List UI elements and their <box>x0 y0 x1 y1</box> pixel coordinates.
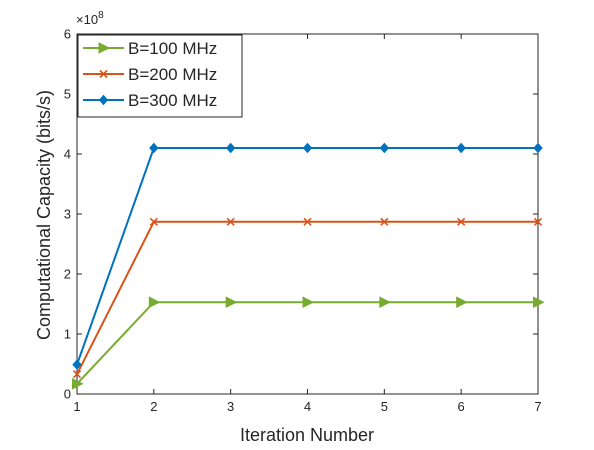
y-tick-label: 4 <box>64 147 71 162</box>
data-point <box>302 296 315 309</box>
data-point <box>303 217 312 226</box>
series-layer <box>72 142 545 390</box>
legend-marker <box>99 69 108 79</box>
data-point <box>379 296 391 309</box>
data-point-stroke <box>226 217 235 226</box>
data-point <box>72 359 82 370</box>
y-exponent-label: ×108 <box>76 10 104 27</box>
x-tick-label: 1 <box>73 399 80 414</box>
legend-label: B=100 MHz <box>128 39 217 58</box>
data-point <box>225 142 236 154</box>
data-point-stroke <box>72 370 82 379</box>
data-point <box>379 142 390 154</box>
y-tick-label: 0 <box>64 387 71 402</box>
x-axis-label: Iteration Number <box>240 425 374 445</box>
data-point <box>533 296 545 309</box>
y-axis-label: Computational Capacity (bits/s) <box>34 90 54 340</box>
series-2 <box>72 142 543 370</box>
data-point <box>380 217 389 226</box>
data-point-stroke <box>380 217 389 226</box>
y-tick-label: 3 <box>64 207 71 222</box>
data-point <box>533 217 543 226</box>
x-tick-label: 2 <box>150 399 157 414</box>
data-point <box>456 142 466 154</box>
legend: B=100 MHz B=200 MHz B=300 MHz <box>77 34 243 118</box>
data-point-stroke <box>533 217 543 226</box>
series-1 <box>72 217 543 379</box>
data-point <box>72 377 84 390</box>
y-tick-label: 1 <box>64 327 71 342</box>
legend-entry: B=300 MHz <box>83 91 217 110</box>
data-point-stroke <box>149 217 158 226</box>
data-point <box>148 296 161 309</box>
data-point <box>72 370 82 379</box>
legend-marker-stroke <box>99 69 108 79</box>
legend-entry: B=100 MHz <box>83 39 217 58</box>
data-point <box>149 217 158 226</box>
legend-marker <box>98 94 109 106</box>
x-tick-label: 5 <box>381 399 388 414</box>
legend-label: B=300 MHz <box>128 91 217 110</box>
data-point <box>533 142 543 154</box>
x-tick-label: 3 <box>227 399 234 414</box>
y-tick-label: 6 <box>64 27 71 42</box>
y-tick-label: 2 <box>64 267 71 282</box>
legend-entry: B=200 MHz <box>83 65 217 84</box>
x-tick-label: 6 <box>458 399 465 414</box>
data-point <box>457 217 466 226</box>
data-point-stroke <box>457 217 466 226</box>
data-point <box>225 296 238 309</box>
data-point-stroke <box>303 217 312 226</box>
data-point <box>149 142 159 154</box>
data-point <box>456 296 468 309</box>
series-0 <box>72 296 545 390</box>
data-point <box>302 142 313 154</box>
legend-marker <box>98 42 111 54</box>
data-point <box>226 217 235 226</box>
y-tick-label: 5 <box>64 87 71 102</box>
legend-label: B=200 MHz <box>128 65 217 84</box>
x-tick-label: 4 <box>304 399 311 414</box>
x-tick-label: 7 <box>534 399 541 414</box>
